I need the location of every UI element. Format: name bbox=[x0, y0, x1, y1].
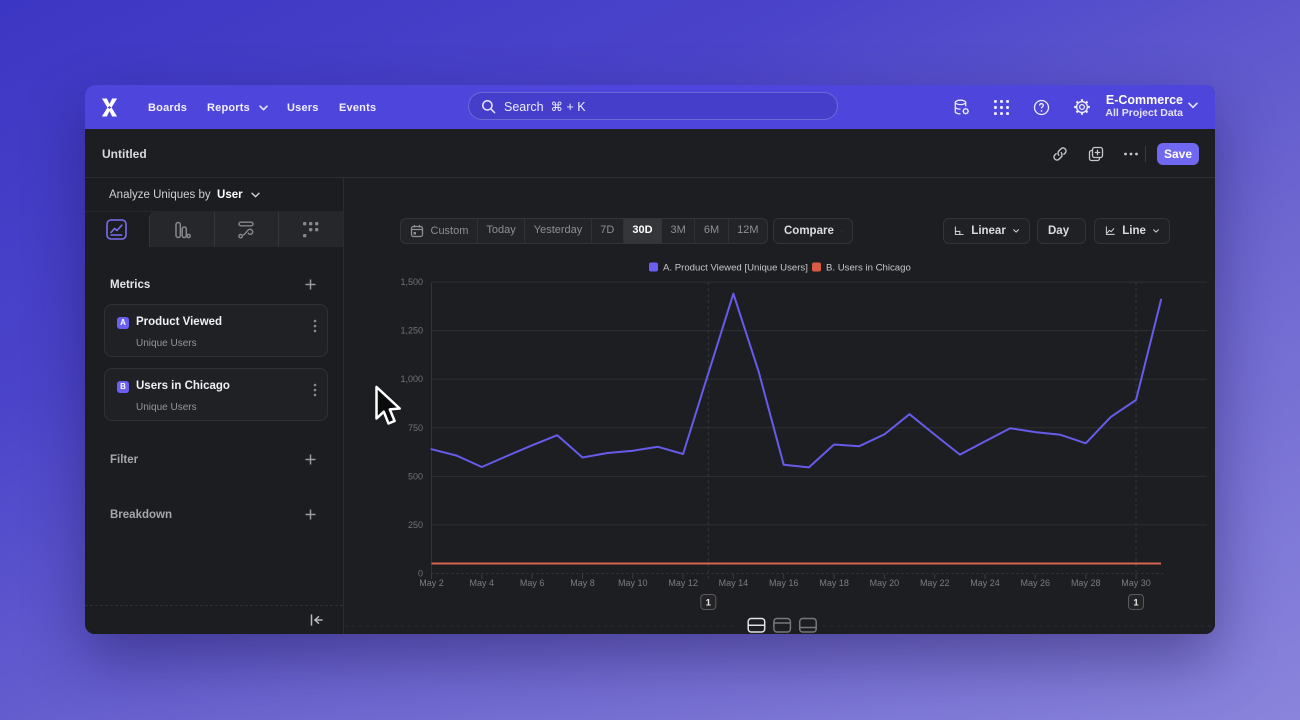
svg-text:May 14: May 14 bbox=[719, 578, 749, 588]
svg-text:May 6: May 6 bbox=[520, 578, 545, 588]
svg-text:B. Users in Chicago: B. Users in Chicago bbox=[826, 263, 911, 274]
svg-text:May 12: May 12 bbox=[668, 578, 698, 588]
svg-text:May 8: May 8 bbox=[570, 578, 595, 588]
svg-text:May 10: May 10 bbox=[618, 578, 648, 588]
svg-text:250: 250 bbox=[408, 520, 423, 530]
svg-text:May 26: May 26 bbox=[1021, 578, 1051, 588]
svg-text:500: 500 bbox=[408, 471, 423, 481]
svg-text:May 28: May 28 bbox=[1071, 578, 1101, 588]
svg-text:A. Product Viewed [Unique User: A. Product Viewed [Unique Users] bbox=[663, 263, 808, 274]
svg-text:May 20: May 20 bbox=[870, 578, 900, 588]
svg-text:750: 750 bbox=[408, 423, 423, 433]
svg-text:1,000: 1,000 bbox=[400, 374, 423, 384]
svg-text:May 18: May 18 bbox=[819, 578, 849, 588]
svg-text:May 22: May 22 bbox=[920, 578, 950, 588]
svg-text:May 2: May 2 bbox=[419, 578, 444, 588]
svg-text:May 4: May 4 bbox=[470, 578, 495, 588]
svg-text:May 30: May 30 bbox=[1121, 578, 1151, 588]
svg-text:0: 0 bbox=[418, 569, 423, 579]
svg-text:May 24: May 24 bbox=[970, 578, 1000, 588]
svg-text:May 16: May 16 bbox=[769, 578, 799, 588]
svg-text:1: 1 bbox=[706, 598, 712, 609]
svg-text:1,250: 1,250 bbox=[400, 326, 423, 336]
svg-text:1,500: 1,500 bbox=[400, 277, 423, 287]
svg-text:1: 1 bbox=[1133, 598, 1139, 609]
